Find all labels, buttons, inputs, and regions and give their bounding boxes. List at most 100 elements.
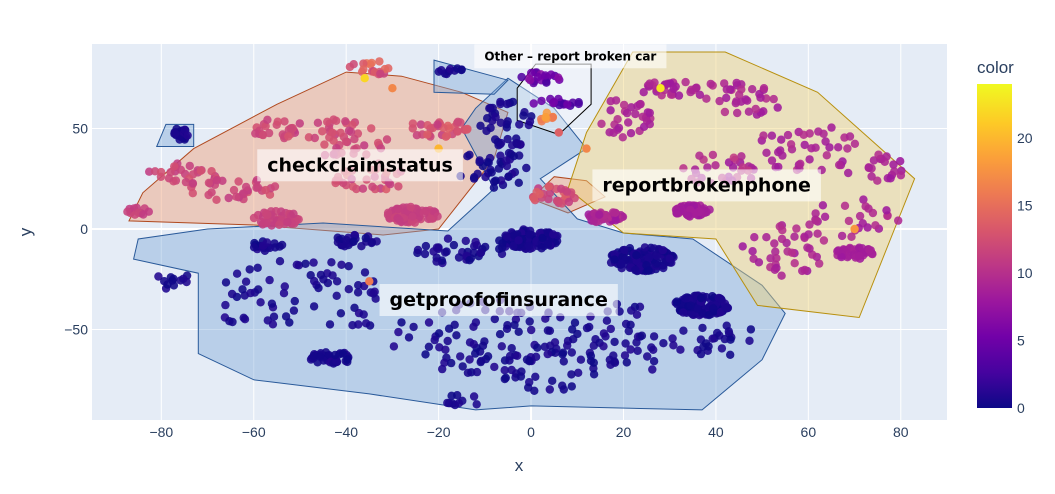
data-point bbox=[485, 104, 494, 113]
data-point bbox=[232, 269, 242, 278]
data-point bbox=[265, 275, 274, 285]
data-point bbox=[868, 208, 878, 218]
data-point bbox=[491, 135, 500, 144]
data-point bbox=[382, 135, 392, 144]
data-point bbox=[617, 259, 626, 268]
data-point bbox=[544, 182, 553, 191]
data-point bbox=[395, 216, 404, 225]
data-point bbox=[554, 128, 563, 137]
data-point bbox=[649, 332, 659, 341]
data-point bbox=[804, 230, 813, 239]
data-point bbox=[139, 210, 148, 219]
data-point bbox=[310, 133, 319, 143]
data-point bbox=[166, 273, 175, 282]
data-point bbox=[349, 237, 358, 246]
data-point bbox=[286, 124, 295, 133]
data-point bbox=[840, 201, 850, 210]
data-point bbox=[644, 253, 654, 262]
data-point bbox=[183, 131, 192, 140]
data-point bbox=[359, 65, 368, 74]
data-point bbox=[397, 318, 406, 327]
data-point bbox=[469, 322, 478, 331]
data-point bbox=[371, 294, 380, 303]
data-point bbox=[548, 230, 558, 239]
data-point bbox=[811, 216, 821, 225]
data-point bbox=[890, 167, 899, 176]
data-point bbox=[498, 243, 507, 252]
data-point bbox=[212, 195, 221, 204]
data-point bbox=[443, 336, 452, 346]
data-point bbox=[803, 243, 812, 252]
data-point bbox=[704, 342, 713, 351]
data-point bbox=[751, 104, 760, 114]
data-point bbox=[275, 257, 285, 266]
data-point bbox=[643, 352, 652, 361]
data-point bbox=[766, 254, 775, 263]
data-point bbox=[512, 139, 521, 148]
data-point bbox=[314, 283, 323, 293]
x-tick-label: −40 bbox=[334, 424, 358, 440]
colorbar-tick-label: 5 bbox=[1017, 333, 1025, 349]
data-point bbox=[316, 270, 326, 280]
data-point bbox=[344, 126, 354, 135]
data-point bbox=[574, 99, 583, 109]
data-point bbox=[246, 288, 255, 298]
data-point bbox=[421, 241, 431, 251]
data-point bbox=[531, 372, 540, 381]
data-point bbox=[621, 339, 630, 348]
x-tick-label: 60 bbox=[801, 424, 817, 440]
data-point bbox=[361, 319, 371, 328]
data-point bbox=[509, 241, 518, 251]
data-point bbox=[772, 254, 781, 263]
data-point bbox=[309, 351, 318, 361]
x-tick-label: 0 bbox=[527, 424, 535, 440]
data-point bbox=[844, 168, 853, 178]
data-point bbox=[509, 152, 518, 161]
data-point bbox=[502, 232, 511, 241]
data-point bbox=[864, 163, 873, 172]
data-point bbox=[610, 255, 619, 264]
data-point bbox=[722, 321, 731, 330]
data-point bbox=[632, 310, 642, 319]
data-point bbox=[563, 100, 572, 109]
data-point bbox=[843, 144, 852, 153]
data-point bbox=[502, 156, 511, 165]
data-point bbox=[517, 367, 526, 376]
data-point bbox=[514, 236, 523, 245]
data-point bbox=[263, 115, 272, 125]
data-point bbox=[463, 152, 472, 161]
data-point bbox=[525, 117, 535, 126]
data-point bbox=[855, 251, 864, 261]
data-point bbox=[224, 193, 233, 203]
data-point bbox=[252, 183, 261, 192]
data-point bbox=[759, 131, 768, 140]
data-point bbox=[800, 140, 809, 150]
data-point bbox=[687, 309, 696, 318]
data-point bbox=[408, 119, 418, 128]
data-point bbox=[708, 334, 717, 343]
data-point bbox=[315, 352, 325, 361]
cluster-label: checkclaimstatus bbox=[267, 154, 453, 176]
data-point bbox=[684, 211, 693, 220]
data-point bbox=[726, 350, 735, 359]
data-point bbox=[626, 320, 635, 329]
data-point bbox=[424, 318, 434, 327]
data-point bbox=[269, 312, 279, 321]
data-point bbox=[483, 352, 493, 361]
data-point bbox=[388, 84, 397, 93]
data-point bbox=[332, 277, 342, 286]
data-point bbox=[169, 281, 179, 290]
data-point bbox=[783, 130, 793, 140]
x-tick-label: −80 bbox=[149, 424, 173, 440]
data-point bbox=[249, 243, 259, 252]
data-point bbox=[484, 158, 493, 167]
colorbar: color 0 5 10 15 20 bbox=[977, 58, 1033, 416]
data-point bbox=[731, 99, 740, 108]
data-point bbox=[631, 265, 640, 275]
data-point bbox=[295, 119, 304, 128]
data-point bbox=[873, 176, 882, 185]
data-point bbox=[341, 137, 351, 146]
data-point bbox=[360, 74, 369, 83]
data-point bbox=[154, 272, 163, 281]
data-point bbox=[450, 320, 459, 329]
